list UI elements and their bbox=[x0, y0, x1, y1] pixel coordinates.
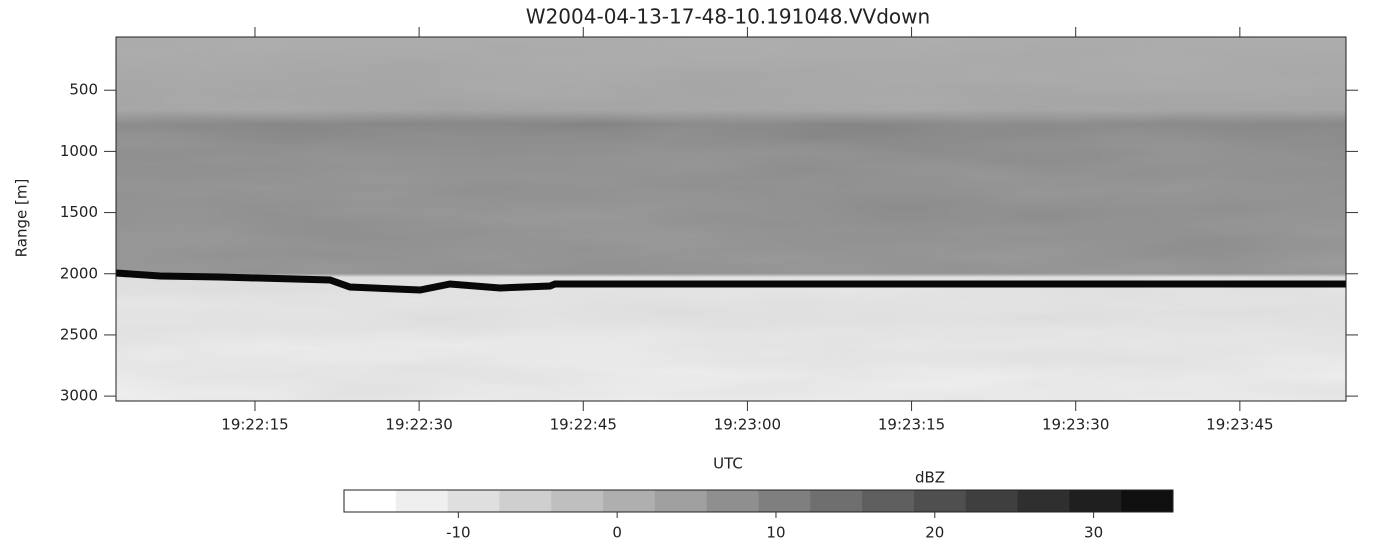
colorbar-swatch bbox=[603, 490, 656, 512]
y-tick-label: 1500 bbox=[60, 203, 98, 221]
y-tick-label: 1000 bbox=[60, 142, 98, 160]
colorbar-tick-label: 30 bbox=[1084, 524, 1103, 542]
plot-frame bbox=[115, 36, 1347, 402]
colorbar-label: dBZ bbox=[915, 469, 945, 487]
x-tick-label: 19:23:00 bbox=[714, 416, 781, 434]
colorbar-tick-label: -10 bbox=[446, 524, 471, 542]
colorbar-swatch bbox=[395, 490, 449, 512]
colorbar-swatch bbox=[706, 490, 759, 512]
colorbar-swatch bbox=[654, 490, 708, 512]
radar-field bbox=[115, 37, 1346, 401]
colorbar-tick-label: 20 bbox=[925, 524, 944, 542]
colorbar-frame bbox=[343, 489, 1174, 513]
y-axis-label: Range [m] bbox=[13, 179, 31, 258]
x-tick-label: 19:23:45 bbox=[1206, 416, 1273, 434]
colorbar-swatch bbox=[344, 490, 397, 512]
x-axis-label: UTC bbox=[713, 455, 743, 473]
colorbar-swatch bbox=[1121, 490, 1174, 512]
y-tick-label: 2000 bbox=[60, 264, 98, 282]
cloud-base-echo bbox=[115, 269, 1346, 294]
colorbar-swatch bbox=[965, 490, 1019, 512]
colorbar-swatch bbox=[499, 490, 552, 512]
colorbar-swatch bbox=[447, 490, 500, 512]
colorbar-swatch bbox=[1017, 490, 1070, 512]
colorbar-tick-label: 0 bbox=[612, 524, 622, 542]
colorbar-swatch bbox=[551, 490, 604, 512]
chart-title: W2004-04-13-17-48-10.191048.VVdown bbox=[526, 5, 930, 29]
x-tick-label: 19:22:45 bbox=[550, 416, 617, 434]
colorbar-swatch bbox=[913, 490, 967, 512]
field-texture bbox=[116, 37, 1346, 401]
x-tick-label: 19:22:15 bbox=[221, 416, 288, 434]
y-tick-label: 2500 bbox=[60, 325, 98, 343]
colorbar-swatch bbox=[862, 490, 915, 512]
colorbar-tick-label: 10 bbox=[766, 524, 785, 542]
colorbar-swatch bbox=[758, 490, 811, 512]
x-tick-label: 19:23:30 bbox=[1042, 416, 1109, 434]
x-tick-label: 19:23:15 bbox=[878, 416, 945, 434]
x-tick-label: 19:22:30 bbox=[385, 416, 452, 434]
colorbar-swatch bbox=[1069, 490, 1122, 512]
y-tick-label: 500 bbox=[69, 81, 98, 99]
y-tick-label: 3000 bbox=[60, 387, 98, 405]
colorbar-swatch bbox=[810, 490, 863, 512]
